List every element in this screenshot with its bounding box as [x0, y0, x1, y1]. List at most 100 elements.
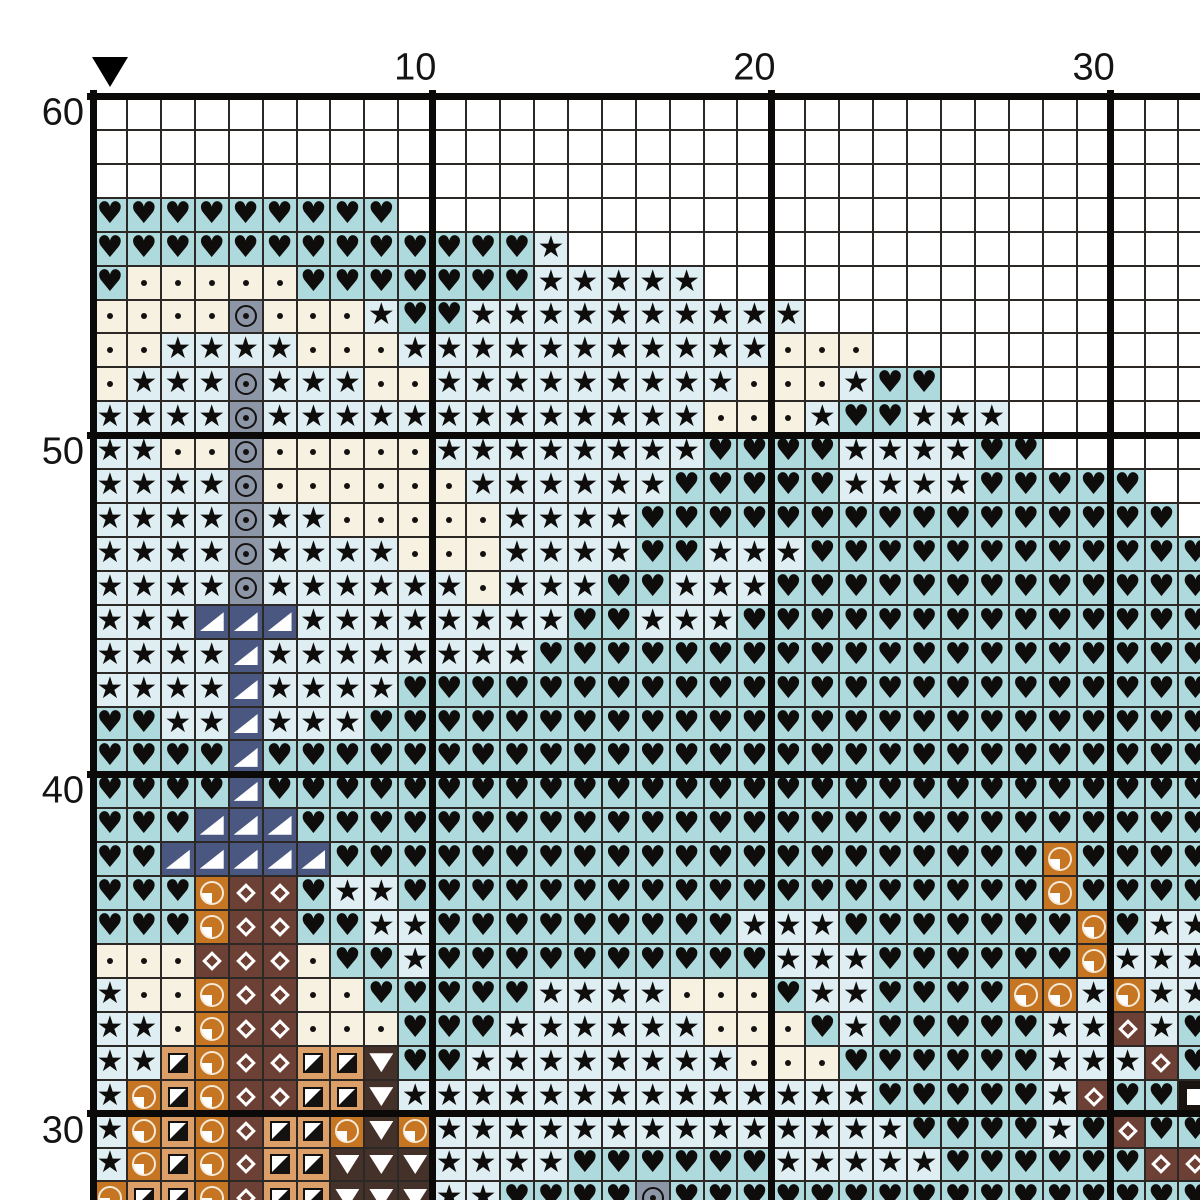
grid-cell-star-stitch: ★: [93, 570, 127, 605]
star-icon: ★: [876, 1145, 904, 1181]
star-icon: ★: [96, 1111, 124, 1147]
quarter-circle-icon: [1115, 982, 1140, 1007]
star-icon: ★: [164, 602, 192, 638]
grid-cell-star-stitch: ★: [669, 570, 704, 605]
grid-cell-star-stitch: ★: [432, 1113, 467, 1148]
grid-cell-diamond-stitch: [194, 944, 229, 978]
heart-icon: ♥: [876, 500, 904, 536]
grid-cell-dot-stitch: [330, 503, 365, 537]
heart-icon: ♥: [707, 433, 734, 469]
heart-icon: ♥: [300, 806, 327, 842]
grid-cell-empty: [839, 265, 874, 300]
grid-cell-star-stitch: ★: [330, 876, 365, 911]
star-icon: ★: [503, 433, 531, 469]
grid-cell-star-stitch: ★: [635, 333, 670, 368]
grid-cell-empty: [601, 231, 636, 266]
grid-cell-heart-stitch: ♥: [737, 469, 772, 504]
grid-cell-diamond-stitch: [262, 944, 297, 978]
grid-cell-dot-stitch: [398, 503, 433, 537]
grid-cell-heart-stitch: ♥: [432, 808, 467, 843]
heart-icon: ♥: [842, 738, 870, 774]
grid-cell-heart-stitch: ♥: [1076, 638, 1111, 673]
grid-cell-heart-stitch: ♥: [364, 231, 399, 266]
grid-cell-heart-stitch: ♥: [466, 265, 501, 300]
grid-cell-heart-stitch: ♥: [703, 774, 738, 809]
grid-cell-empty: [1144, 163, 1179, 198]
grid-cell-star-stitch: ★: [262, 401, 297, 436]
grid-cell-heart-stitch: ♥: [1042, 1181, 1077, 1200]
grid-cell-heart-stitch: ♥: [1008, 808, 1043, 843]
grid-cell-heart-stitch: ♥: [974, 774, 1009, 809]
dot-icon: [819, 347, 826, 354]
heart-icon: ♥: [639, 772, 667, 808]
star-icon: ★: [1114, 1043, 1141, 1079]
grid-cell-heart-stitch: ♥: [737, 1147, 772, 1182]
grid-cell-empty: [1178, 299, 1200, 334]
heart-icon: ♥: [707, 1145, 734, 1181]
grid-cell-heart-stitch: ♥: [941, 876, 975, 911]
grid-cell-empty: [1144, 231, 1179, 266]
grid-cell-empty: [296, 163, 331, 198]
grid-cell-heart-stitch: ♥: [432, 876, 467, 911]
heart-icon: ♥: [842, 1179, 870, 1200]
grid-cell-heart-stitch: ♥: [1144, 876, 1179, 911]
heart-icon: ♥: [1181, 738, 1200, 774]
grid-cell-heart-stitch: ♥: [974, 1045, 1009, 1080]
grid-cell-empty: [466, 163, 501, 198]
heart-icon: ♥: [537, 806, 565, 842]
star-icon: ★: [707, 1111, 734, 1147]
heart-icon: ♥: [333, 772, 361, 808]
grid-cell-heart-stitch: ♥: [873, 944, 908, 978]
heart-icon: ♥: [469, 908, 497, 944]
grid-cell-heart-stitch: ♥: [907, 808, 941, 843]
grid-cell-star-stitch: ★: [907, 399, 941, 436]
grid-cell-heart-stitch: ♥: [635, 706, 670, 741]
grid-cell-star-stitch: ★: [296, 604, 331, 639]
diagonal-square-icon: [167, 1086, 188, 1107]
grid-cell-star-stitch: ★: [907, 435, 941, 470]
heart-icon: ♥: [1148, 534, 1175, 570]
heart-icon: ♥: [605, 908, 633, 944]
heart-icon: ♥: [537, 670, 565, 706]
grid-cell-dot-stitch: [93, 367, 127, 402]
star-icon: ★: [910, 399, 938, 435]
heart-icon: ♥: [367, 263, 395, 299]
circle-dot-icon: [234, 407, 257, 430]
grid-cell-star-stitch: ★: [601, 435, 636, 470]
heart-icon: ♥: [503, 941, 531, 977]
star-icon: ★: [673, 263, 701, 299]
grid-cell-star-stitch: ★: [364, 299, 399, 334]
grid-cell-heart-stitch: ♥: [907, 1113, 941, 1148]
grid-cell-star-stitch: ★: [160, 672, 195, 707]
grid-cell-dot-stitch: [160, 1011, 195, 1046]
star-icon: ★: [571, 365, 599, 401]
heart-icon: ♥: [605, 1145, 633, 1181]
heart-icon: ♥: [96, 772, 124, 808]
grid-cell-star-stitch: ★: [500, 604, 534, 639]
grid-cell-empty: [330, 163, 365, 198]
grid-cell-star-stitch: ★: [533, 469, 568, 504]
dot-icon: [480, 550, 487, 557]
heart-icon: ♥: [707, 467, 734, 503]
grid-cell-diagonal-square-stitch: [160, 1045, 195, 1080]
grid-cell-heart-stitch: ♥: [941, 1011, 975, 1046]
diamond-icon: [235, 1018, 256, 1039]
grid-cell-heart-stitch: ♥: [1008, 1079, 1043, 1114]
heart-icon: ♥: [96, 263, 124, 299]
star-icon: ★: [469, 1111, 497, 1147]
dot-icon: [446, 550, 453, 557]
grid-cell-star-stitch: ★: [364, 910, 399, 944]
dot-icon: [310, 957, 317, 964]
circle-dot-icon: [234, 576, 257, 599]
grid-cell-star-stitch: ★: [601, 401, 636, 436]
heart-icon: ♥: [1114, 908, 1141, 944]
grid-cell-star-stitch: ★: [805, 1147, 840, 1182]
grid-cell-heart-stitch: ♥: [771, 638, 806, 673]
grid-cell-heart-stitch: ♥: [974, 503, 1009, 537]
grid-cell-empty: [567, 96, 602, 130]
star-icon: ★: [503, 1111, 531, 1147]
grid-cell-dot-stitch: [364, 503, 399, 537]
grid-cell-heart-stitch: ♥: [466, 944, 501, 978]
grid-cell-star-stitch: ★: [533, 1113, 568, 1148]
